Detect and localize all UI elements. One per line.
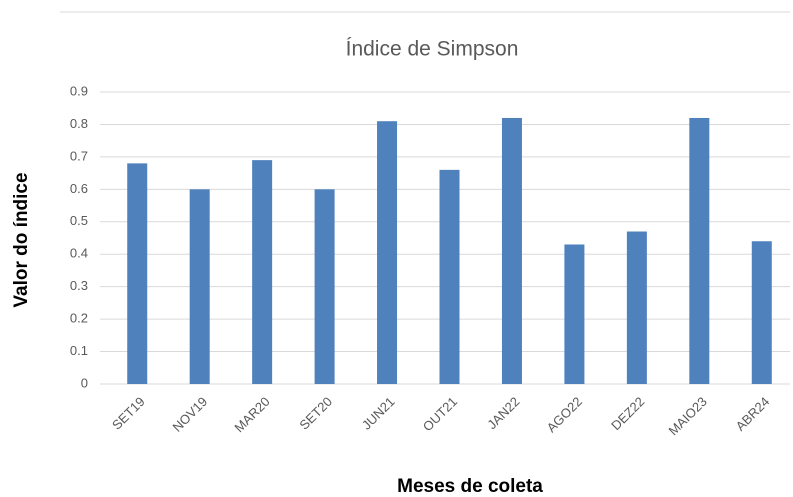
- bar: [751, 241, 772, 384]
- y-tick-label: 0: [81, 375, 88, 390]
- x-tick-label: JUN21: [359, 394, 398, 433]
- y-tick-label: 0.4: [70, 246, 88, 261]
- y-tick-label: 0.9: [70, 83, 88, 98]
- x-tick-label: NOV19: [169, 394, 210, 435]
- bar: [252, 160, 273, 384]
- bar: [127, 163, 148, 384]
- bar: [564, 244, 585, 384]
- x-tick-label: DEZ22: [608, 394, 647, 433]
- y-tick-label: 0.3: [70, 278, 88, 293]
- x-tick-label: AGO22: [544, 394, 585, 435]
- bar: [439, 169, 460, 384]
- x-tick-label: JAN22: [484, 394, 522, 432]
- x-tick-label: MAR20: [231, 394, 272, 435]
- y-tick-label: 0.6: [70, 181, 88, 196]
- bar: [314, 189, 335, 384]
- x-tick-label: OUT21: [420, 394, 460, 434]
- x-tick-label: SET20: [296, 394, 335, 433]
- chart-title: Índice de Simpson: [346, 38, 519, 61]
- bar: [501, 117, 522, 384]
- x-tick-label: SET19: [109, 394, 148, 433]
- y-tick-label: 0.1: [70, 343, 88, 358]
- y-tick-label: 0.8: [70, 116, 88, 131]
- bar: [689, 117, 710, 384]
- x-tick-label: ABR24: [733, 394, 773, 434]
- y-tick-label: 0.5: [70, 213, 88, 228]
- bar: [189, 189, 210, 384]
- bar: [377, 121, 398, 384]
- y-tick-label: 0.2: [70, 311, 88, 326]
- y-axis-label: Valor do índice: [11, 172, 32, 307]
- y-tick-label: 0.7: [70, 148, 88, 163]
- x-axis-label: Meses de coleta: [397, 476, 543, 497]
- x-tick-label: MAIO23: [666, 394, 710, 438]
- bar: [626, 231, 647, 384]
